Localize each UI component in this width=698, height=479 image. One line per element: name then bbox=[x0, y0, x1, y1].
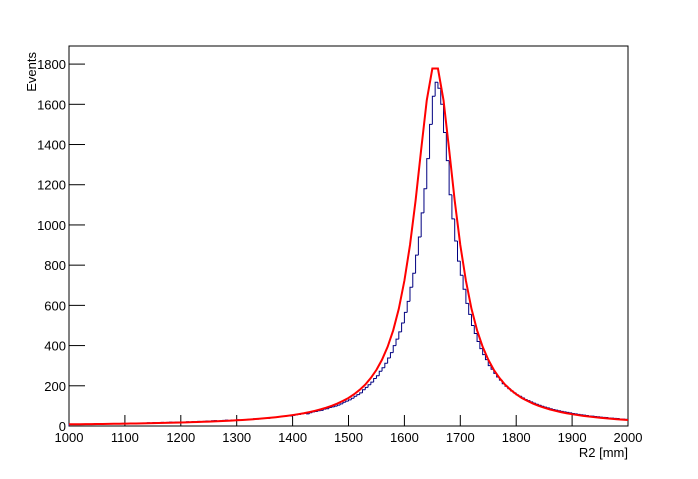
y-tick-label: 800 bbox=[44, 258, 66, 273]
x-tick-label: 1600 bbox=[390, 430, 419, 445]
histogram-bin bbox=[349, 400, 352, 401]
histogram-bin bbox=[335, 406, 338, 407]
histogram-bin bbox=[371, 382, 374, 385]
y-tick-label: 400 bbox=[44, 339, 66, 354]
histogram-bin bbox=[404, 312, 407, 323]
histogram-bin bbox=[390, 353, 393, 358]
x-tick-label: 1200 bbox=[166, 430, 195, 445]
histogram-bin bbox=[362, 390, 365, 393]
x-tick-label: 1400 bbox=[278, 430, 307, 445]
x-tick-label: 1800 bbox=[502, 430, 531, 445]
plot-frame bbox=[69, 46, 628, 426]
y-tick-label: 1800 bbox=[37, 57, 66, 72]
histogram-bin bbox=[354, 396, 357, 398]
histogram-bin bbox=[382, 368, 385, 372]
fit-curve bbox=[69, 69, 628, 425]
histogram-bin bbox=[421, 213, 424, 237]
histogram-bin bbox=[430, 124, 433, 158]
x-tick-label: 1700 bbox=[446, 430, 475, 445]
histogram-bin bbox=[357, 395, 360, 397]
histogram-bin bbox=[432, 96, 435, 124]
histogram-bin bbox=[402, 323, 405, 332]
y-tick-label: 600 bbox=[44, 298, 66, 313]
histogram-bin bbox=[368, 385, 371, 388]
y-tick-label: 1000 bbox=[37, 218, 66, 233]
histogram-bin bbox=[418, 237, 421, 255]
histogram-bin bbox=[340, 404, 343, 405]
histogram-bin bbox=[393, 346, 396, 353]
histogram-bin bbox=[351, 398, 354, 400]
x-tick-label: 1300 bbox=[222, 430, 251, 445]
x-axis-label: R2 [mm] bbox=[579, 445, 628, 460]
histogram-bin bbox=[396, 339, 399, 345]
histogram-bin bbox=[416, 255, 419, 273]
y-tick-label: 1400 bbox=[37, 138, 66, 153]
histogram-bin bbox=[407, 301, 410, 312]
histogram-bin bbox=[374, 379, 377, 383]
y-tick-label: 1200 bbox=[37, 178, 66, 193]
y-tick-label: 200 bbox=[44, 379, 66, 394]
histogram-bin bbox=[343, 402, 346, 404]
histogram-bin bbox=[379, 371, 382, 375]
histogram-bin bbox=[424, 189, 427, 213]
histogram-bin bbox=[329, 408, 332, 409]
histogram-bin bbox=[399, 332, 402, 339]
x-tick-label: 1900 bbox=[558, 430, 587, 445]
histogram-bin bbox=[385, 363, 388, 367]
histogram-bin bbox=[410, 287, 413, 301]
histogram-bin bbox=[360, 393, 363, 395]
x-tick-label: 1500 bbox=[334, 430, 363, 445]
histogram-bin bbox=[413, 273, 416, 287]
histogram-bin bbox=[427, 159, 430, 189]
y-tick-label: 0 bbox=[59, 419, 66, 434]
x-tick-label: 1100 bbox=[111, 430, 139, 445]
histogram-bin bbox=[388, 358, 391, 363]
histogram-bin bbox=[337, 405, 340, 406]
histogram-bin bbox=[376, 376, 379, 379]
x-tick-label: 2000 bbox=[614, 430, 643, 445]
histogram-bin bbox=[332, 407, 335, 408]
histogram-bin bbox=[365, 387, 368, 389]
histogram-bin bbox=[346, 401, 349, 402]
y-tick-label: 1600 bbox=[37, 97, 66, 112]
